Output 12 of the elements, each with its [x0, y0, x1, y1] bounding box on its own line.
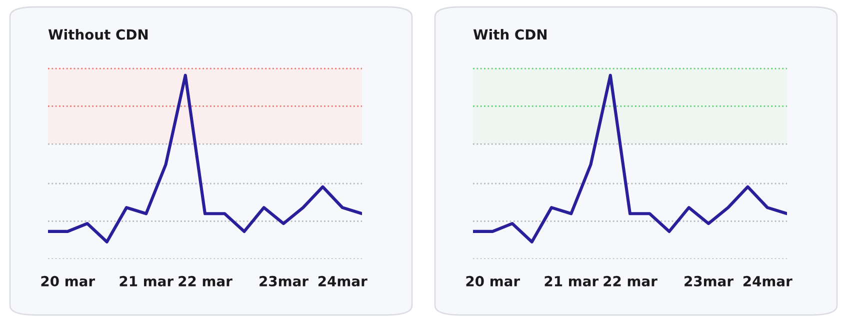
chart-title: With CDN	[473, 29, 547, 40]
x-tick-label: 21 mar	[120, 276, 174, 286]
x-tick-label: 24mar	[743, 276, 792, 286]
x-tick-label: 22 mar	[178, 276, 232, 286]
x-tick-label: 20 mar	[41, 276, 96, 286]
x-tick-label: 24mar	[318, 276, 368, 286]
x-tick-label: 21 mar	[544, 276, 599, 286]
x-tick-label: 20 mar	[466, 276, 520, 286]
x-tick-label: 23mar	[684, 276, 734, 286]
x-tick-label: 23mar	[260, 276, 308, 286]
x-tick-label: 22 mar	[604, 276, 658, 286]
chart-title: Without CDN	[48, 29, 148, 40]
